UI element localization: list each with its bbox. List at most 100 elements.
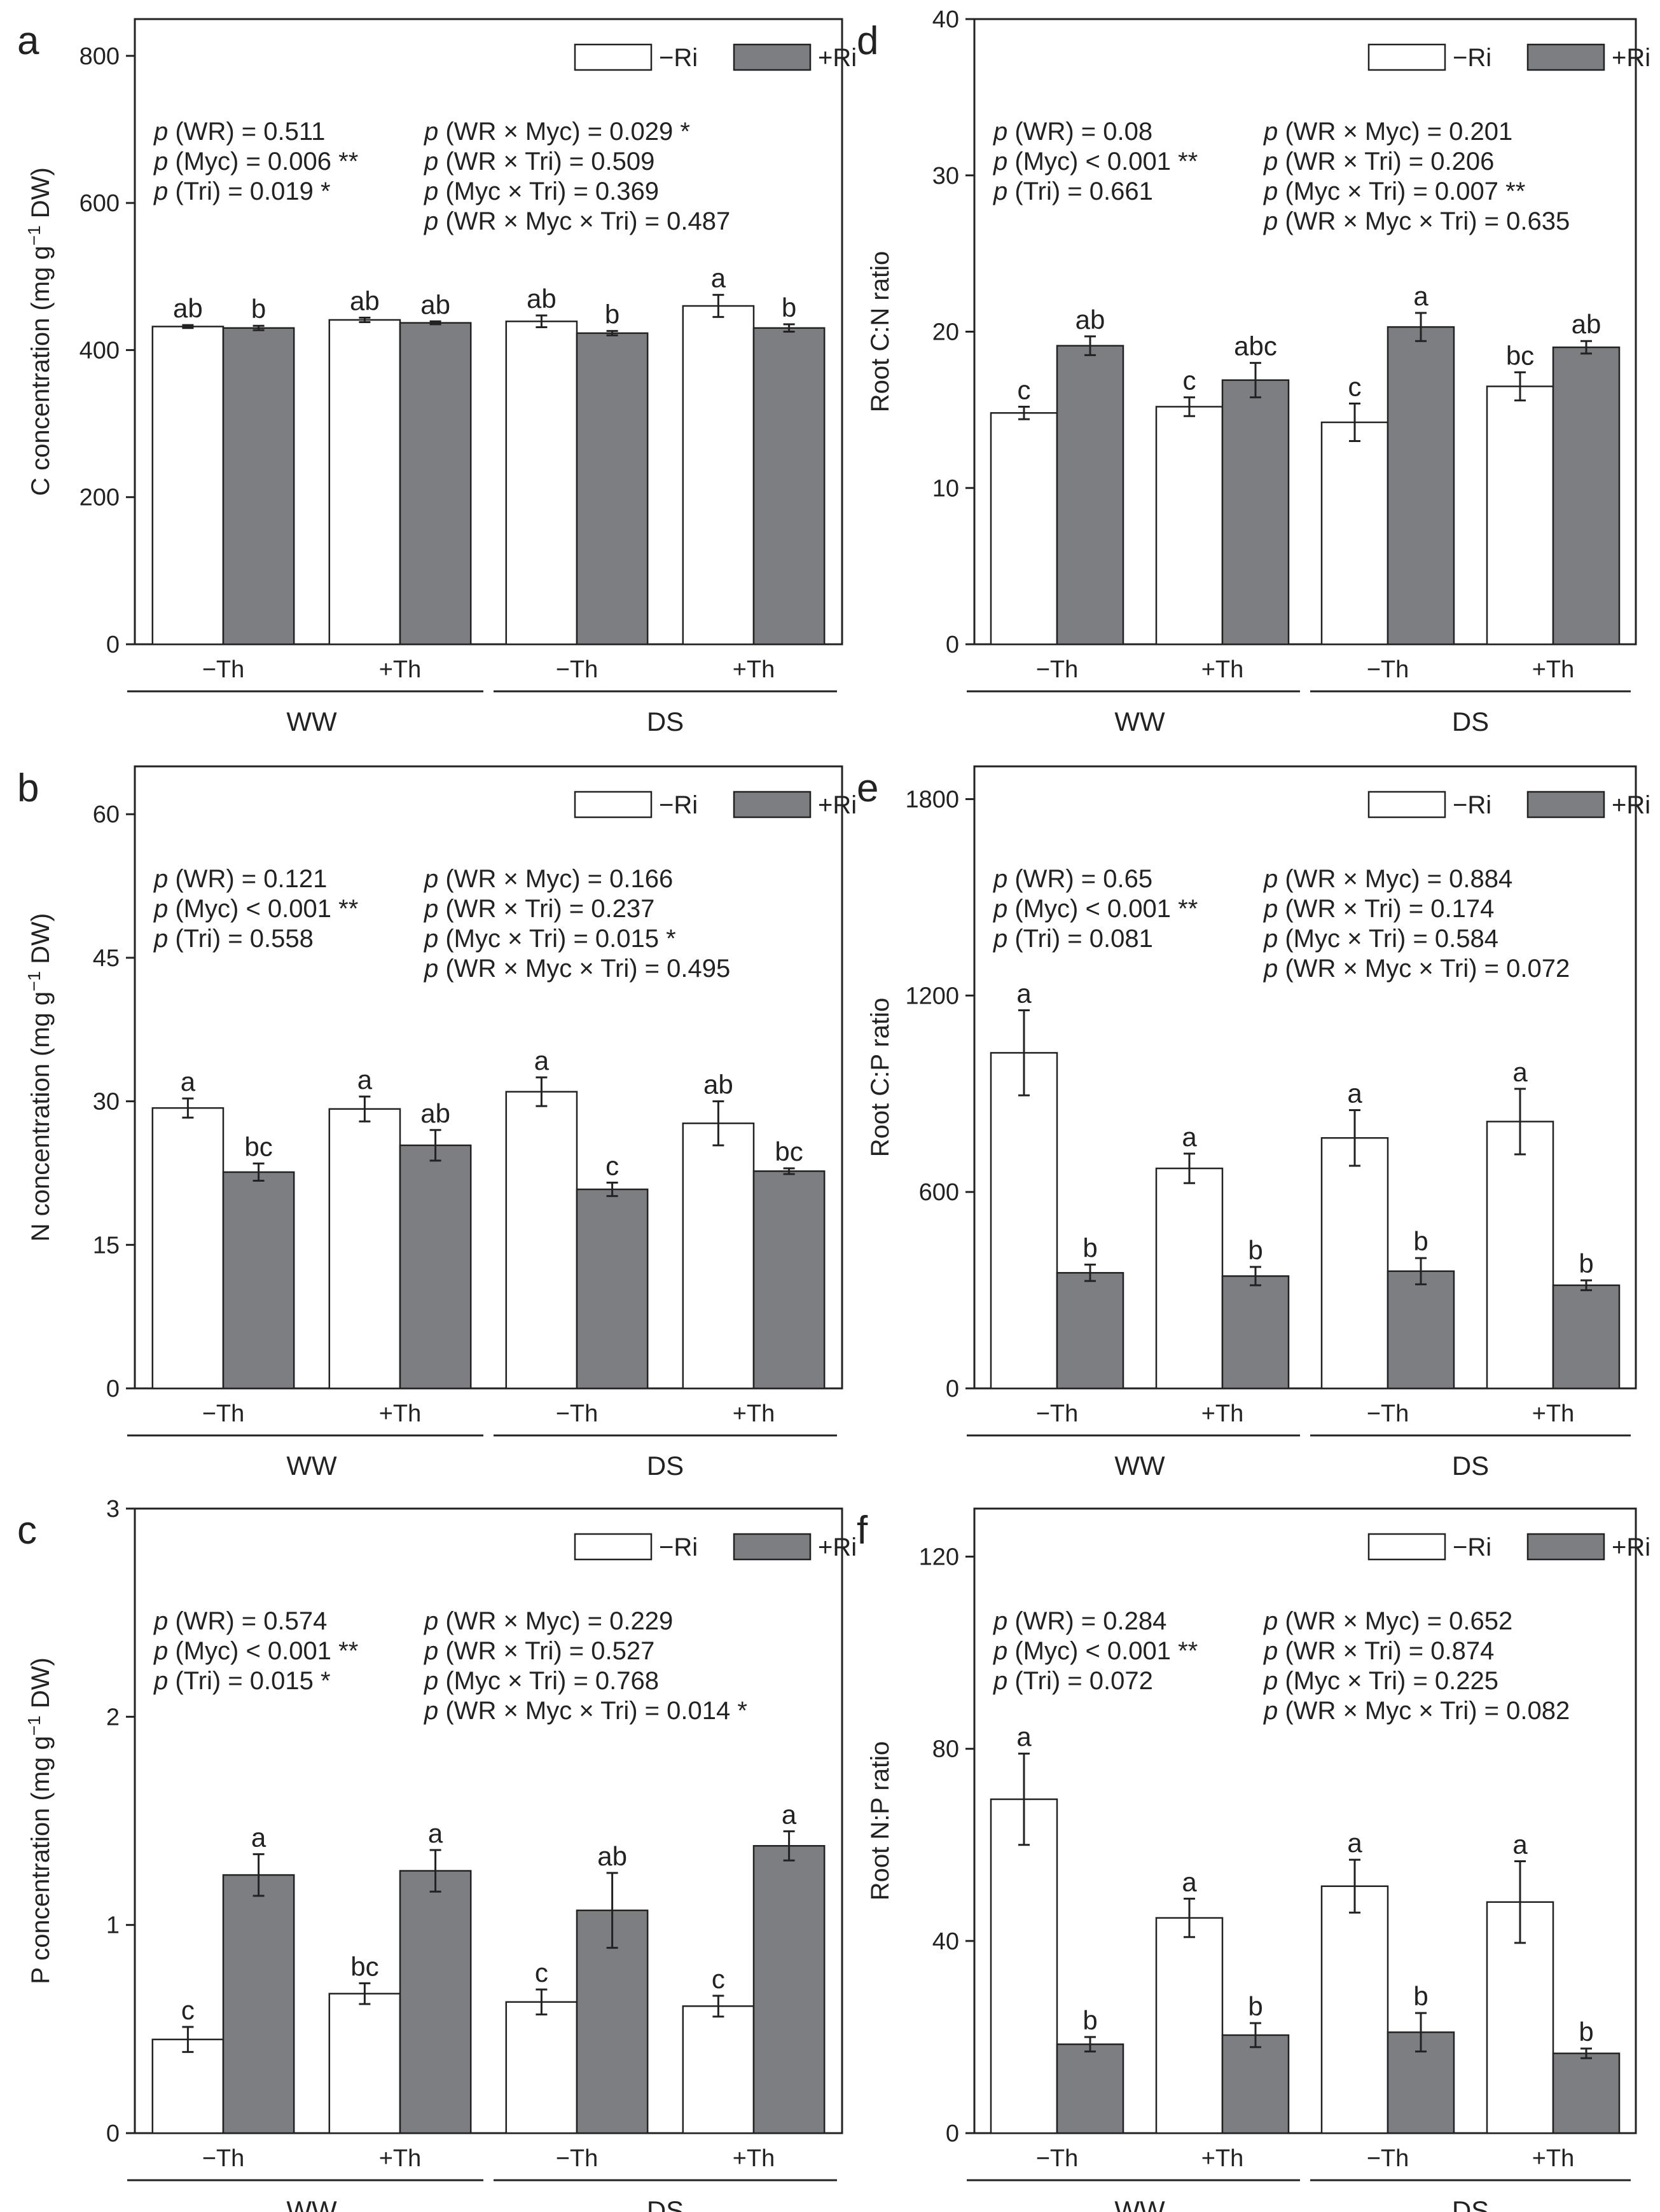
significance-letter-e-1-0: b	[1082, 1233, 1097, 1262]
bar-f-plus-ri-3	[1552, 2052, 1621, 2134]
significance-letter-b-1-1: ab	[420, 1098, 450, 1128]
panel-c: c 0 1 2 3 P concentration (mg g−1 DW) c a −Th bc a…	[17, 1496, 857, 2212]
x-tick-label-e-0: −Th	[1036, 1400, 1079, 1427]
group-label-f-1: DS	[1452, 2195, 1489, 2212]
stat-left-a-1: p (Myc) = 0.006 **	[153, 148, 358, 176]
panel-letter-e: e	[857, 766, 878, 810]
stat-right-a-2: p (Myc × Tri) = 0.369	[424, 177, 659, 205]
significance-letter-b-0-0: a	[181, 1067, 196, 1096]
significance-letter-f-1-0: b	[1082, 2005, 1097, 2035]
bar-f-plus-ri-1	[1221, 2034, 1290, 2134]
group-label-e-1: DS	[1452, 1451, 1489, 1481]
y-tick-label-a-2: 400	[80, 337, 120, 364]
significance-letter-e-0-1: a	[1182, 1122, 1197, 1152]
significance-letter-d-1-1: abc	[1234, 331, 1277, 361]
significance-letter-d-0-1: c	[1183, 366, 1196, 396]
stat-right-c-0: p (WR × Myc) = 0.229	[424, 1607, 673, 1635]
bar-e-minus-ri-2	[1320, 1137, 1389, 1390]
significance-letter-c-0-1: bc	[350, 1951, 378, 1981]
significance-letter-b-0-2: a	[534, 1046, 550, 1075]
stat-left-d-2: p (Tri) = 0.661	[993, 177, 1153, 205]
group-label-a-1: DS	[647, 707, 684, 736]
legend-label-a-0: −Ri	[659, 44, 698, 72]
bar-a-minus-ri-2	[505, 321, 578, 646]
significance-letter-b-1-3: bc	[775, 1137, 803, 1166]
bar-b-plus-ri-0	[222, 1171, 295, 1390]
x-tick-label-c-2: −Th	[556, 2145, 598, 2172]
stat-right-f-1: p (WR × Tri) = 0.874	[1263, 1637, 1494, 1665]
panel-letter-f: f	[857, 1509, 868, 1552]
panel-a: a 0 200 400 600 800 C concentration (mg g−1 DW…	[17, 18, 857, 736]
bar-d-minus-ri-3	[1486, 385, 1554, 646]
significance-letter-c-0-3: c	[712, 1964, 725, 1994]
x-tick-label-a-0: −Th	[202, 656, 245, 683]
y-tick-label-e-2: 1200	[905, 983, 959, 1009]
significance-letter-b-0-3: ab	[703, 1070, 733, 1100]
stat-left-e-2: p (Tri) = 0.081	[993, 925, 1153, 953]
bar-b-minus-ri-3	[682, 1122, 755, 1390]
bar-a-minus-ri-3	[682, 305, 755, 646]
bar-e-plus-ri-3	[1552, 1284, 1621, 1390]
stat-right-b-1: p (WR × Tri) = 0.237	[424, 895, 654, 923]
legend-swatch-b-0	[574, 791, 653, 819]
y-tick-label-d-1: 10	[932, 475, 959, 502]
stat-right-c-1: p (WR × Tri) = 0.527	[424, 1637, 654, 1665]
bar-b-plus-ri-3	[752, 1170, 826, 1390]
x-tick-label-b-2: −Th	[556, 1400, 598, 1427]
legend-label-b-0: −Ri	[659, 791, 698, 819]
significance-letter-b-1-2: c	[605, 1151, 619, 1181]
bar-f-plus-ri-0	[1056, 2043, 1124, 2134]
y-tick-label-c-0: 0	[106, 2120, 120, 2147]
stat-right-c-3: p (WR × Myc × Tri) = 0.014 *	[424, 1697, 747, 1725]
significance-letter-d-1-0: ab	[1076, 305, 1105, 335]
significance-letter-a-0-0: ab	[173, 293, 203, 323]
legend-label-f-0: −Ri	[1453, 1533, 1491, 1561]
y-tick-label-e-0: 0	[946, 1376, 959, 1402]
bar-c-minus-ri-3	[682, 2005, 755, 2134]
y-tick-label-c-3: 3	[106, 1496, 120, 1523]
plot-frame-a	[134, 18, 843, 646]
bar-d-minus-ri-1	[1155, 406, 1224, 646]
bar-e-plus-ri-2	[1387, 1270, 1455, 1390]
significance-letter-a-0-3: a	[711, 263, 726, 293]
legend-swatch-c-0	[574, 1533, 653, 1561]
stat-left-b-1: p (Myc) < 0.001 **	[153, 895, 358, 923]
significance-letter-f-1-3: b	[1579, 2017, 1593, 2047]
significance-letter-c-1-0: a	[251, 1822, 266, 1852]
x-tick-label-d-2: −Th	[1367, 656, 1409, 683]
y-tick-label-b-3: 45	[93, 945, 120, 972]
bar-b-plus-ri-1	[399, 1144, 472, 1390]
stat-left-c-2: p (Tri) = 0.015 *	[153, 1667, 331, 1695]
x-tick-label-c-1: +Th	[379, 2145, 422, 2172]
group-label-a-0: WW	[286, 707, 337, 736]
bar-c-plus-ri-3	[752, 1845, 826, 2134]
stat-right-e-0: p (WR × Myc) = 0.884	[1263, 865, 1512, 893]
panel-d: d 0 10 20 30 40 Root C:N ratio c ab −Th c abc +Th c a −…	[857, 6, 1650, 736]
group-label-c-0: WW	[286, 2195, 337, 2212]
y-tick-label-d-3: 30	[932, 163, 959, 190]
significance-letter-d-0-2: c	[1348, 372, 1362, 402]
x-tick-label-f-1: +Th	[1201, 2145, 1244, 2172]
bar-c-minus-ri-1	[328, 1993, 401, 2134]
stat-right-d-1: p (WR × Tri) = 0.206	[1263, 148, 1494, 176]
legend-label-e-1: +Ri	[1612, 791, 1650, 819]
plot-frame-b	[134, 765, 843, 1390]
panel-letter-a: a	[17, 19, 39, 63]
bar-d-plus-ri-1	[1221, 379, 1290, 646]
legend-label-f-1: +Ri	[1612, 1533, 1650, 1561]
stat-left-a-0: p (WR) = 0.511	[153, 118, 325, 146]
y-tick-label-f-1: 40	[932, 1928, 959, 1955]
group-label-f-0: WW	[1114, 2195, 1165, 2212]
y-tick-label-d-0: 0	[946, 632, 959, 658]
x-tick-label-a-1: +Th	[379, 656, 422, 683]
stat-left-a-2: p (Tri) = 0.019 *	[153, 177, 331, 205]
y-tick-label-e-1: 600	[919, 1179, 959, 1206]
stat-right-c-2: p (Myc × Tri) = 0.768	[424, 1667, 659, 1695]
y-tick-label-c-2: 2	[106, 1704, 120, 1731]
y-tick-label-c-1: 1	[106, 1912, 120, 1939]
significance-letter-c-1-1: a	[428, 1818, 443, 1848]
significance-letter-e-0-0: a	[1016, 978, 1032, 1008]
bar-a-plus-ri-0	[222, 327, 295, 646]
stat-right-f-2: p (Myc × Tri) = 0.225	[1263, 1667, 1498, 1695]
